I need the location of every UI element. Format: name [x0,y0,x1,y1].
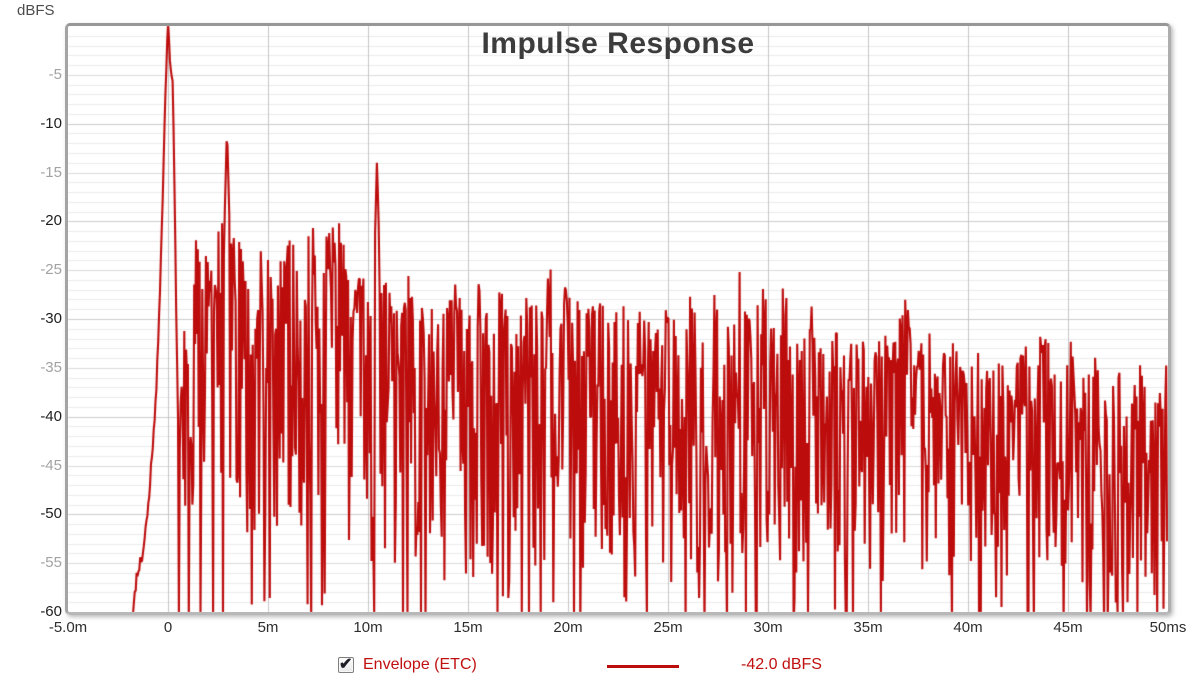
x-tick-label: 15m [453,619,483,636]
chart-title: Impulse Response [481,27,755,60]
y-tick-label: -55 [40,554,62,572]
y-tick-label: -25 [40,261,62,279]
y-tick-label: -60 [40,603,62,620]
x-tick-label: 25m [653,619,683,636]
legend-series-value: -42.0 dBFS [741,656,822,673]
y-tick-label: -50 [40,505,62,523]
x-tick-label: 50ms [1149,619,1187,636]
x-tick-label: -5.0m [48,619,88,636]
checkmark-icon: ✔ [339,656,353,673]
x-tick-label: 20m [553,619,583,636]
y-tick-label: -10 [40,114,62,132]
legend-bar: ✔ Envelope (ETC) -42.0 dBFS [0,655,1200,681]
x-tick-label: 0 [163,619,173,636]
envelope-etc-checkbox[interactable]: ✔ [338,656,354,673]
x-tick-label: 30m [753,619,783,636]
x-tick-label: 10m [353,619,383,636]
x-tick-label: 45m [1053,619,1083,636]
legend-line-swatch [607,665,679,668]
y-tick-label: -5 [48,65,62,83]
x-tick-label: 5m [257,619,279,636]
y-tick-label: -35 [40,358,62,376]
y-tick-label: -40 [40,407,62,425]
x-tick-label: 40m [953,619,983,636]
y-tick-label: -15 [40,163,62,181]
y-tick-label: -30 [40,310,62,327]
y-tick-label: -20 [40,212,62,230]
x-tick-label: 35m [853,619,883,636]
y-tick-label: -45 [40,456,62,474]
y-axis-unit-label: dBFS [17,2,55,19]
legend-series-label: Envelope (ETC) [363,656,477,673]
